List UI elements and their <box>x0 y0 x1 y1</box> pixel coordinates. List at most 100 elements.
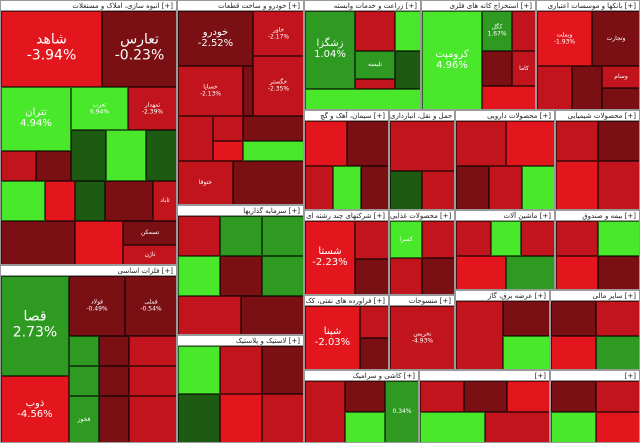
stock-tile[interactable] <box>596 336 639 369</box>
sector-header[interactable]: حمل و نقل، انبارداری [+] <box>390 111 454 121</box>
stock-tile[interactable]: خساپا -2.13% <box>178 66 243 116</box>
stock-tile[interactable] <box>129 366 176 396</box>
stock-tile[interactable] <box>482 86 535 109</box>
stock-tile[interactable] <box>390 171 422 209</box>
stock-tile[interactable] <box>220 256 262 296</box>
stock-tile[interactable] <box>598 256 639 289</box>
stock-tile[interactable] <box>355 221 388 259</box>
stock-tile[interactable]: کرومیت 4.96% <box>422 11 482 109</box>
sector-textile[interactable]: منسوجات [+] نخریس -4.93% <box>389 295 455 370</box>
stock-tile[interactable] <box>305 89 420 109</box>
stock-tile[interactable] <box>241 296 303 334</box>
sector-real-estate[interactable]: انبوه سازی، املاک و مستغلات [+] شاهد -3.9… <box>0 0 177 265</box>
stock-tile[interactable] <box>522 166 554 209</box>
stock-tile[interactable] <box>422 258 454 294</box>
sector-header[interactable]: محصولات شیمیایی [+] <box>556 111 639 121</box>
sector-header[interactable]: سرمایه گذاریها [+] <box>178 206 303 216</box>
stock-tile[interactable] <box>233 161 303 204</box>
stock-tile[interactable] <box>489 166 522 209</box>
stock-tile[interactable] <box>464 381 507 412</box>
stock-tile[interactable]: شپنا -2.03% <box>305 306 360 369</box>
sector-header[interactable]: عرضه برق، گاز [+] <box>456 291 549 301</box>
stock-tile[interactable]: تمهدار -2.39% <box>128 87 176 130</box>
stock-tile[interactable]: نخریس -4.93% <box>390 306 454 369</box>
stock-tile[interactable] <box>355 11 395 51</box>
stock-tile[interactable] <box>220 346 262 394</box>
sector-mining[interactable]: استخراج کانه های فلزی [+] کرومیت 4.96% کگ… <box>421 0 536 110</box>
stock-tile[interactable]: تسمکن <box>123 221 176 245</box>
sector-multi-industry[interactable]: شرکتهای چند رشته ای [+] شستا -2.23% <box>304 210 389 295</box>
sector-pharma[interactable]: محصولات دارویی [+] <box>455 110 555 210</box>
stock-tile[interactable]: تاژن <box>123 245 176 264</box>
stock-tile[interactable] <box>395 51 420 89</box>
stock-tile[interactable] <box>99 396 129 442</box>
sector-food[interactable]: محصولات غذایی [+] کسرا <box>389 210 455 295</box>
stock-tile[interactable] <box>551 381 596 412</box>
stock-tile[interactable] <box>345 412 385 442</box>
stock-tile[interactable] <box>361 166 388 209</box>
stock-tile[interactable] <box>596 381 639 412</box>
stock-tile[interactable] <box>129 396 176 442</box>
stock-tile[interactable]: ثاباد <box>153 181 176 221</box>
stock-tile[interactable] <box>503 301 549 336</box>
stock-tile[interactable] <box>537 66 572 109</box>
sector-header[interactable]: لاستیک و پلاستیک [+] <box>178 336 303 346</box>
stock-tile[interactable] <box>305 381 345 442</box>
stock-tile[interactable] <box>345 381 385 412</box>
stock-tile[interactable] <box>220 216 262 256</box>
stock-tile[interactable] <box>45 181 75 221</box>
stock-tile[interactable]: تعارس -0.23% <box>102 11 176 87</box>
stock-tile[interactable] <box>36 151 71 181</box>
stock-tile[interactable] <box>596 301 639 336</box>
stock-tile[interactable] <box>521 221 554 256</box>
stock-tile[interactable]: ختوقا <box>178 161 233 204</box>
stock-tile[interactable] <box>556 256 598 289</box>
stock-tile[interactable] <box>556 161 598 209</box>
stock-tile[interactable]: فولاد -0.49% <box>69 276 125 336</box>
stock-tile[interactable]: قصا 2.73% <box>1 276 69 376</box>
sector-header[interactable]: شرکتهای چند رشته ای [+] <box>305 211 388 221</box>
stock-tile[interactable] <box>305 166 333 209</box>
sector-machinery[interactable]: ماشین آلات [+] <box>455 210 555 290</box>
stock-tile[interactable] <box>390 121 454 171</box>
stock-tile[interactable] <box>512 11 535 51</box>
stock-tile[interactable] <box>551 336 596 369</box>
sector-header[interactable]: سیمان، آهک و گچ [+] <box>305 111 388 121</box>
sector-header[interactable]: بانکها و موسسات اعتباری [+] <box>537 1 639 11</box>
sector-transport[interactable]: حمل و نقل، انبارداری [+] <box>389 110 455 210</box>
stock-tile[interactable] <box>305 121 347 166</box>
stock-tile[interactable]: وتجارت <box>592 11 639 66</box>
sector-header[interactable]: زراعت و خدمات وابسته [+] <box>305 1 420 11</box>
stock-tile[interactable] <box>491 221 521 256</box>
stock-tile[interactable] <box>75 221 123 264</box>
stock-tile[interactable]: تتران 4.94% <box>1 87 71 151</box>
sector-header[interactable]: سایر مالی [+] <box>551 291 639 301</box>
stock-tile[interactable] <box>213 116 243 141</box>
sector-header[interactable]: [+] <box>420 371 549 381</box>
stock-tile[interactable] <box>456 256 506 289</box>
stock-tile[interactable] <box>243 66 253 116</box>
sector-header[interactable]: محصولات دارویی [+] <box>456 111 554 121</box>
stock-tile[interactable] <box>129 336 176 366</box>
stock-tile[interactable] <box>422 221 454 258</box>
stock-tile[interactable] <box>355 79 395 89</box>
stock-tile[interactable] <box>333 166 361 209</box>
stock-tile[interactable] <box>213 141 243 161</box>
sector-cement[interactable]: سیمان، آهک و گچ [+] <box>304 110 389 210</box>
stock-tile[interactable] <box>482 51 512 86</box>
sector-header[interactable]: بیمه و صندوق [+] <box>556 211 639 221</box>
stock-tile[interactable] <box>556 221 598 256</box>
stock-tile[interactable]: کگل 1.67% <box>482 11 512 51</box>
stock-tile[interactable] <box>243 116 303 141</box>
stock-tile[interactable] <box>598 161 639 209</box>
stock-tile[interactable]: تلیسه <box>355 51 395 79</box>
sector-header[interactable]: استخراج کانه های فلزی [+] <box>422 1 535 11</box>
sector-chemicals[interactable]: محصولات شیمیایی [+] <box>555 110 640 210</box>
stock-tile[interactable] <box>456 221 491 256</box>
stock-tile[interactable] <box>572 66 602 109</box>
stock-tile[interactable] <box>602 88 639 109</box>
stock-tile[interactable] <box>262 216 303 256</box>
stock-tile[interactable] <box>178 394 220 442</box>
stock-tile[interactable] <box>1 151 36 181</box>
stock-tile[interactable] <box>507 381 549 412</box>
